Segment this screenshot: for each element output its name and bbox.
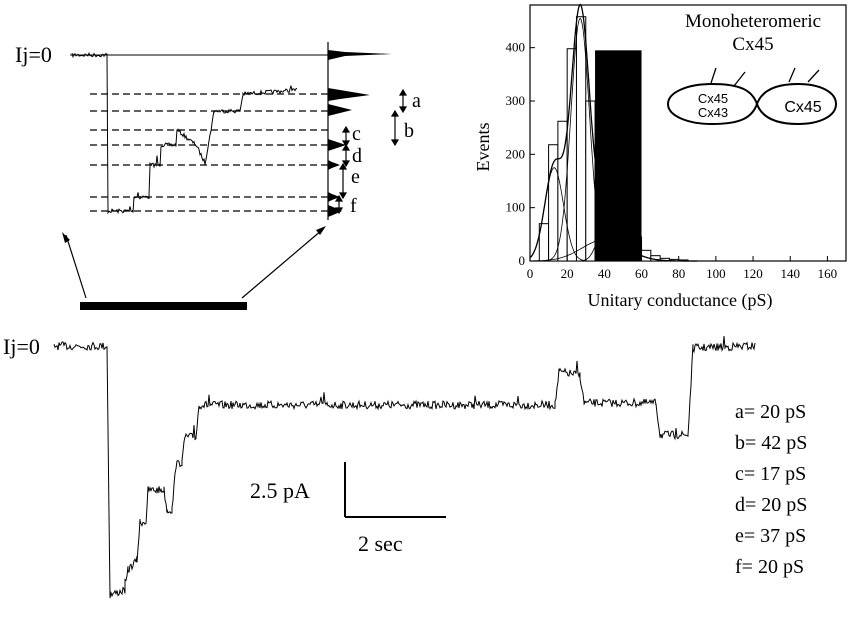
histogram-bar [576,17,585,261]
level-label-a: a [412,90,421,112]
y-tick-label: 200 [506,146,526,161]
x-tick-label: 160 [818,266,838,281]
full-baseline-label: Ij=0 [3,334,40,359]
zoomed-trace-panel: Ij=0 [15,42,421,310]
electrode-3 [789,68,795,82]
scale-current-label: 2.5 pA [250,478,310,503]
full-trace-panel: Ij=0 2.5 pA 2 sec a= 20 pS b= 42 pS c= 1… [3,334,807,598]
inset-cell-pair: Monoheteromeric Cx45 Cx45 Cx43 Cx45 [668,11,836,124]
y-tick-label: 400 [506,40,526,55]
conductance-e: e= 37 pS [735,525,806,547]
x-tick-label: 80 [672,266,685,281]
level-label-d: d [352,145,362,167]
zoom-arrow-left [66,235,86,298]
conductance-c: c= 17 pS [735,463,806,485]
conductance-d: d= 20 pS [735,494,807,516]
zoom-baseline-label: Ij=0 [15,42,52,67]
x-axis-label: Unitary conductance (pS) [588,290,773,311]
histogram-peak [328,160,340,170]
conductance-b: b= 42 pS [735,432,807,454]
inset-title-line2: Cx45 [732,34,773,55]
scale-time-label: 2 sec [358,531,403,556]
level-label-f: f [350,195,357,217]
zoom-segment-bar [80,302,247,310]
x-tick-label: 60 [635,266,648,281]
y-tick-label: 0 [519,253,526,268]
level-label-b: b [404,120,414,142]
histogram-peak [328,104,352,116]
level-arrows [336,90,406,213]
highlight-block [595,50,641,261]
zoom-current-trace [72,53,297,213]
left-cell-label-2: Cx43 [698,105,728,120]
zoom-arrow-right [242,230,322,298]
histogram-peak [328,88,370,101]
right-cell-label: Cx45 [784,99,821,116]
x-tick-label: 20 [561,266,574,281]
level-label-c: c [352,123,361,145]
y-tick-label: 300 [506,93,526,108]
y-tick-label: 100 [506,200,526,215]
conductance-a: a= 20 pS [735,401,806,423]
x-tick-label: 0 [527,266,534,281]
left-cell-label-1: Cx45 [698,91,728,106]
zoom-arrow-left-head [62,232,70,243]
x-tick-label: 100 [706,266,726,281]
level-label-e: e [351,166,360,188]
x-tick-label: 40 [598,266,611,281]
electrode-2 [734,72,745,86]
electrode-1 [711,68,716,83]
y-axis-label: Events [473,123,493,172]
x-tick-label: 140 [780,266,800,281]
zoom-level-lines [90,94,330,211]
histogram-peak [328,50,392,60]
full-current-trace [54,336,755,598]
electrode-4 [808,70,819,82]
inset-title-line1: Monoheteromeric [685,11,821,32]
conductance-histogram-panel: 0 20 40 60 80 100 120 140 160 0 100 200 300 400 Unit… [473,5,846,312]
conductance-f: f= 20 pS [735,556,804,578]
x-tick-label: 120 [743,266,763,281]
